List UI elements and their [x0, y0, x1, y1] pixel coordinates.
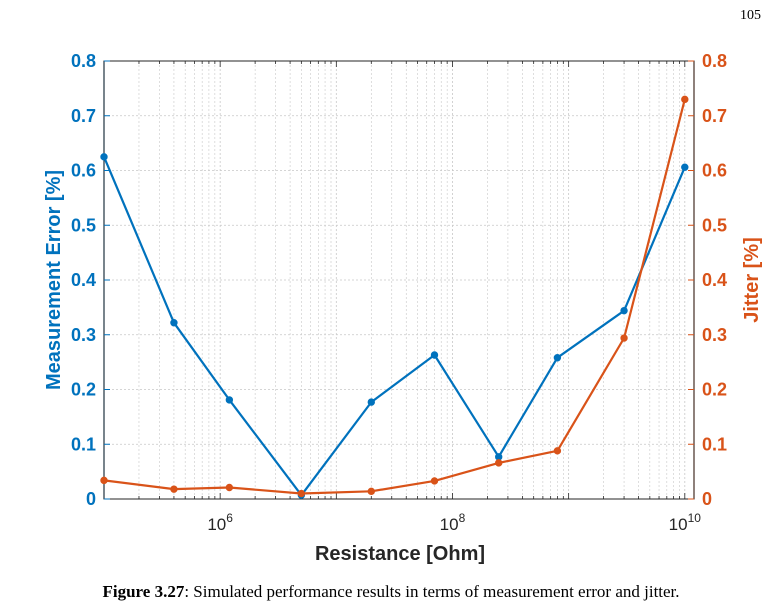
y-right-tick-label: 0.6: [702, 161, 727, 181]
series-layer: [100, 95, 689, 499]
series-point-right: [367, 487, 375, 496]
series-point-right: [100, 476, 108, 485]
y-right-tick-label: 0.2: [702, 380, 727, 400]
grid: [103, 61, 695, 499]
series-point-right: [553, 447, 562, 455]
x-tick-label: 1010: [669, 511, 702, 534]
x-axis-label: Resistance [Ohm]: [315, 543, 485, 565]
y-right-tick-label: 0.7: [702, 106, 727, 126]
figure-caption-lead: Figure 3.27: [102, 582, 185, 601]
series-point-right: [681, 95, 689, 104]
series-point-left: [100, 153, 108, 161]
y-left-tick-label: 0.4: [71, 270, 96, 290]
chart: 106 108 1010 0 0.1 0.2 0.3 0.4 0.5 0.6 0.7 0.8 0 0.…: [43, 51, 763, 565]
page-number: 105: [740, 8, 761, 23]
series-point-right: [495, 459, 503, 467]
y-axis-left-label: Measurement Error [%]: [43, 170, 65, 390]
series-point-left: [681, 163, 689, 171]
y-left-tick-label: 0.3: [71, 325, 96, 345]
series-point-left: [430, 351, 439, 359]
x-tick-label: 106: [207, 511, 233, 534]
x-ticks: 106 108 1010: [138, 61, 702, 534]
y-left-tick-label: 0.2: [71, 380, 96, 400]
series-line-left: [102, 156, 686, 497]
y-left-ticks: 0 0.1 0.2 0.3 0.4 0.5 0.6 0.7 0.8: [71, 51, 110, 509]
series-point-left: [620, 306, 628, 315]
y-left-tick-label: 0.5: [71, 215, 96, 235]
series-point-right: [225, 483, 234, 492]
y-right-tick-label: 0.5: [702, 215, 727, 235]
series-point-left: [495, 453, 503, 461]
figure-caption-text: : Simulated performance results in terms…: [184, 582, 680, 601]
series-point-left: [225, 396, 234, 404]
y-left-tick-label: 0: [86, 489, 96, 509]
y-right-tick-label: 0.1: [702, 434, 727, 454]
y-left-tick-label: 0.8: [71, 51, 96, 71]
y-right-tick-label: 0.4: [702, 270, 727, 290]
y-right-tick-label: 0.8: [702, 51, 727, 71]
series-point-right: [430, 477, 439, 485]
y-left-tick-label: 0.1: [71, 434, 96, 454]
y-left-tick-label: 0.7: [71, 106, 96, 126]
y-right-tick-label: 0.3: [702, 325, 727, 345]
figure-caption: Figure 3.27: Simulated performance resul…: [0, 582, 782, 602]
y-right-tick-label: 0: [702, 489, 712, 509]
y-axis-right-label: Jitter [%]: [741, 237, 763, 323]
series-line-right: [103, 99, 686, 495]
series-point-left: [553, 354, 562, 362]
series-point-right: [620, 334, 628, 342]
y-right-ticks: 0 0.1 0.2 0.3 0.4 0.5 0.6 0.7 0.8: [688, 51, 727, 509]
series-point-right: [297, 489, 306, 498]
y-left-tick-label: 0.6: [71, 161, 96, 181]
x-tick-label: 108: [440, 511, 466, 534]
series-point-right: [170, 485, 178, 493]
series-point-left: [367, 398, 375, 406]
series-point-left: [170, 319, 178, 327]
